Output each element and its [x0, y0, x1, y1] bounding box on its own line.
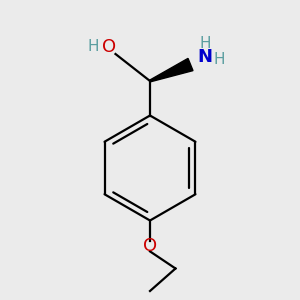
Text: N: N: [197, 48, 212, 66]
Text: H: H: [214, 52, 225, 67]
Polygon shape: [150, 58, 193, 82]
Text: O: O: [102, 38, 116, 56]
Text: H: H: [199, 36, 211, 51]
Text: O: O: [143, 237, 157, 255]
Text: H: H: [87, 39, 99, 54]
